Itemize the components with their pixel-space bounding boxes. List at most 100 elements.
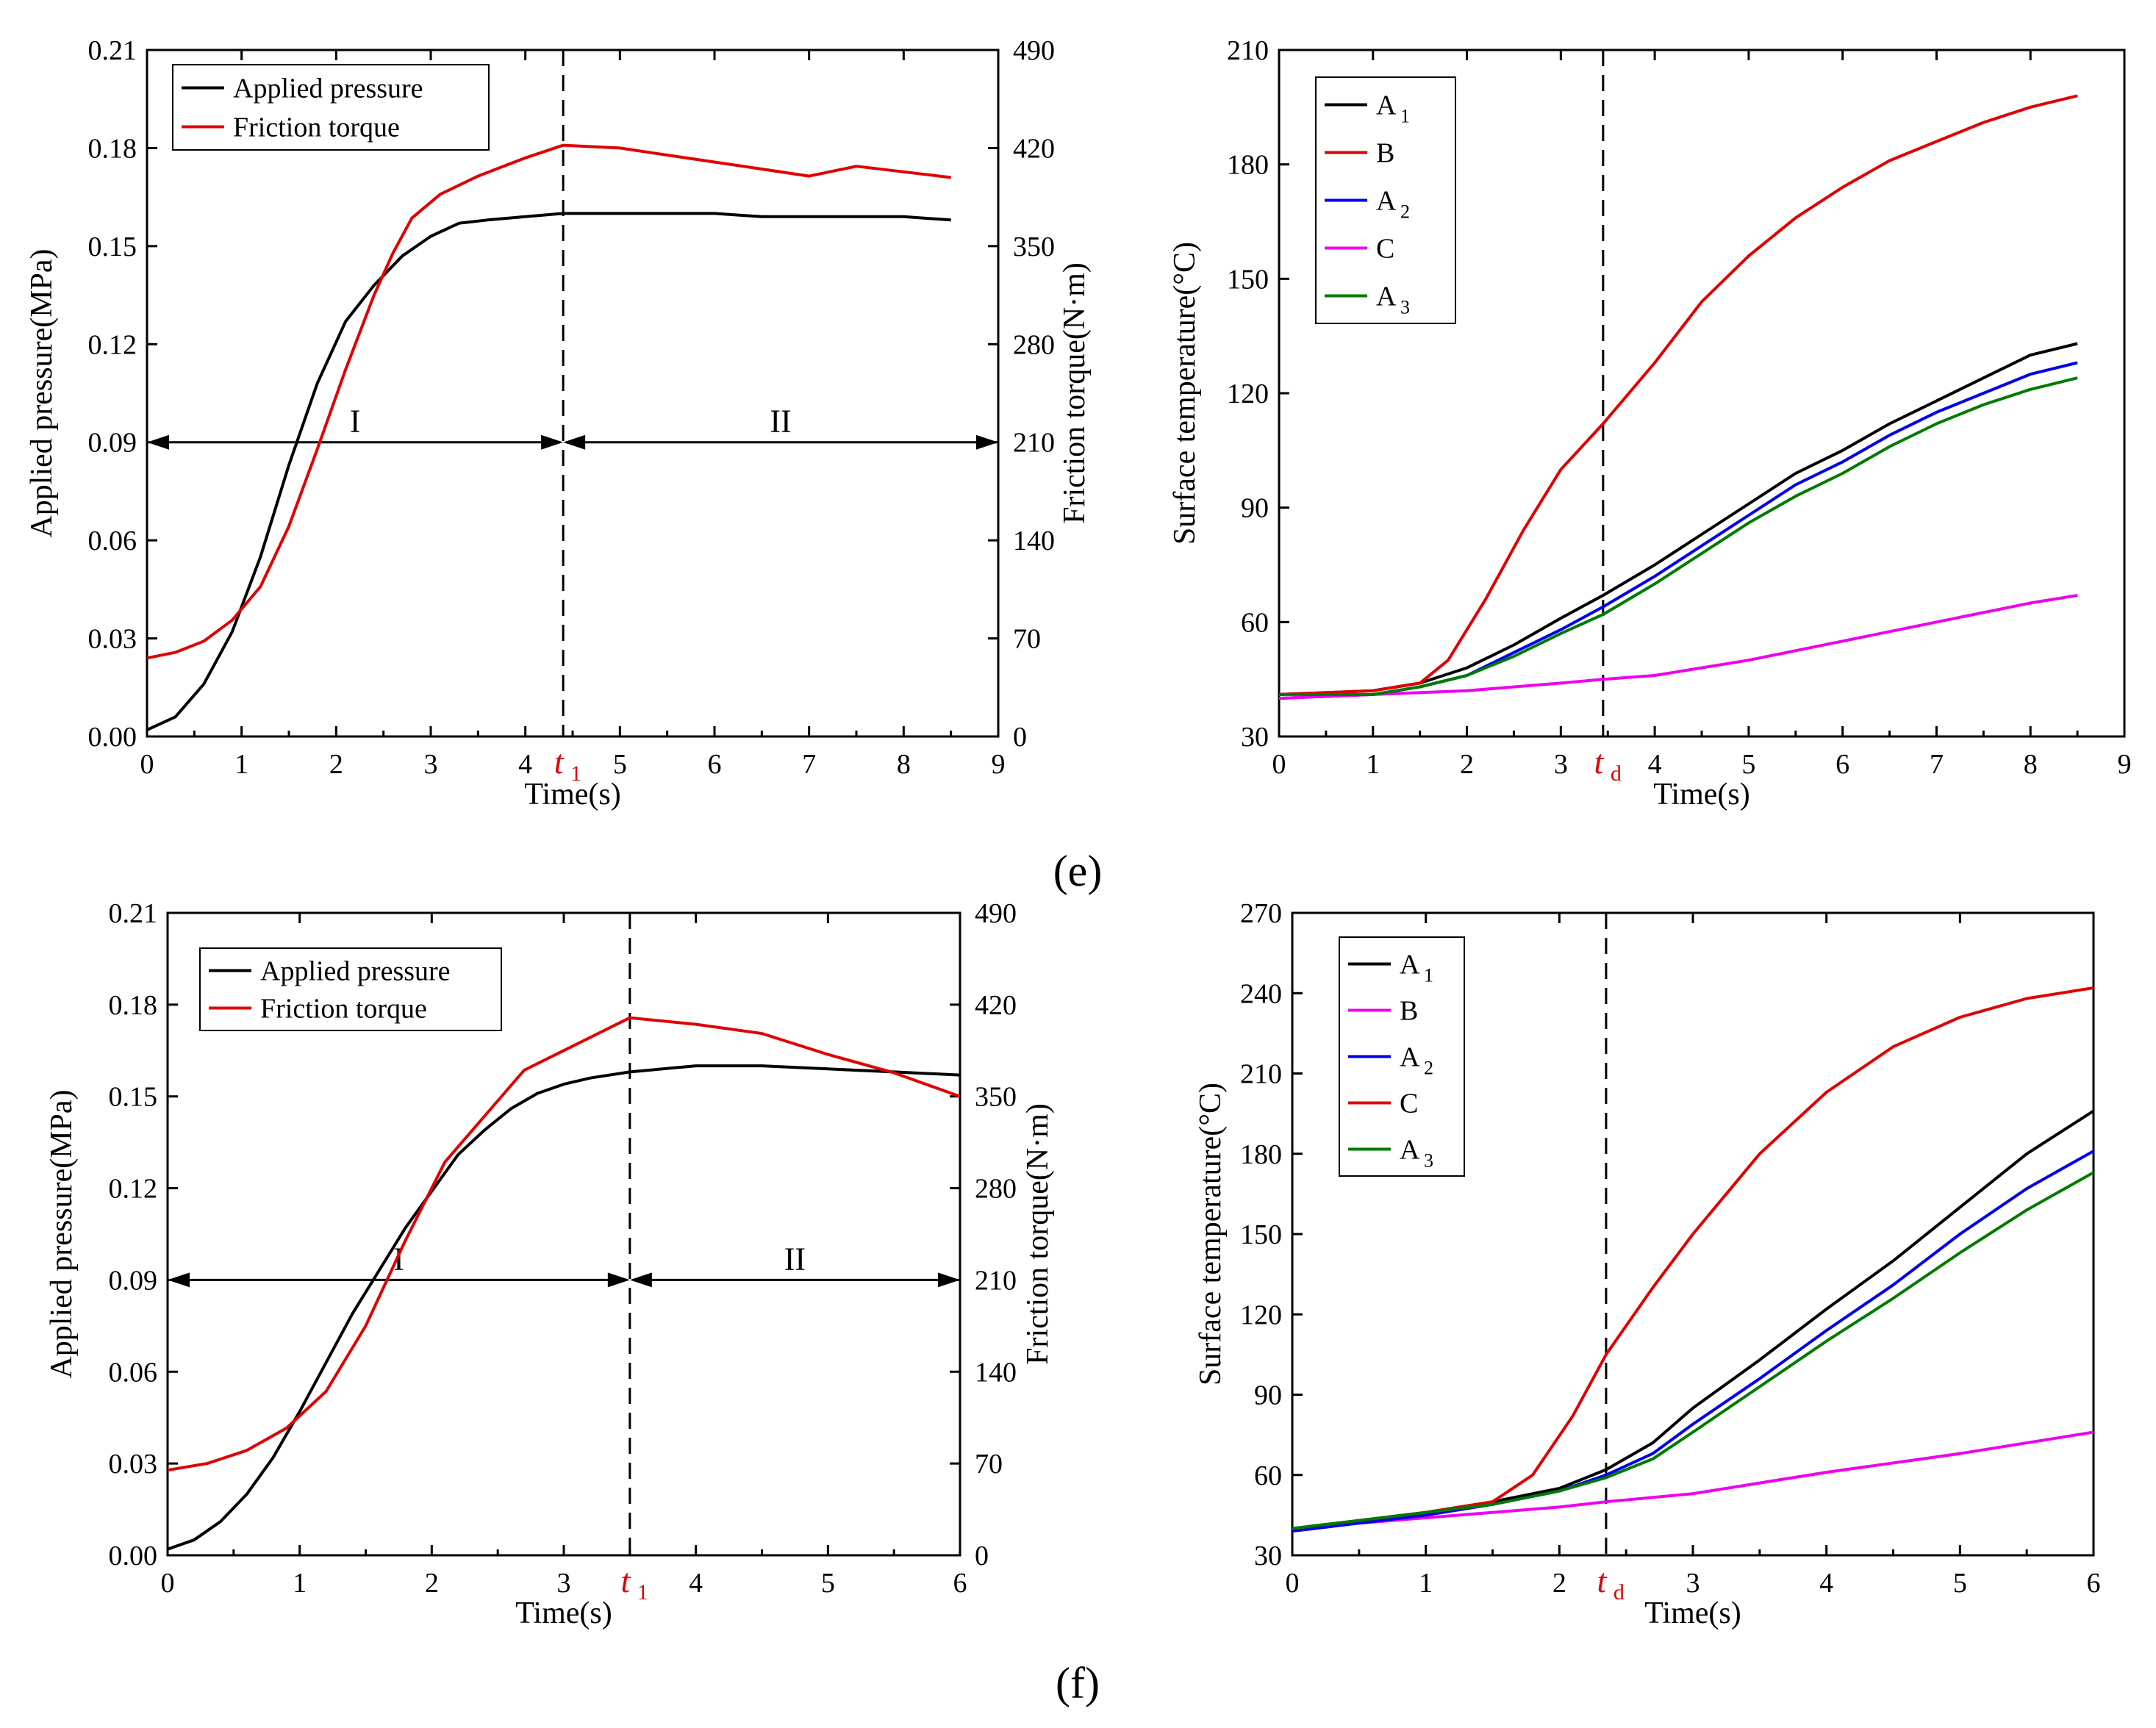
region-label: II <box>770 404 791 440</box>
y2-tick-label: 420 <box>1013 133 1055 164</box>
y-tick-label: 210 <box>1240 1059 1282 1090</box>
legend-label: A <box>1400 1042 1420 1073</box>
x-axis-label: Time(s) <box>1653 778 1749 811</box>
y-axis-label: Applied pressure(MPa) <box>25 248 59 537</box>
y-tick-label: 30 <box>1241 722 1269 753</box>
y2-axis-label: Friction torque(N·m) <box>1058 262 1092 524</box>
chart-f-left: 0 1 2 3 4 5 6 0.00 0.03 0.06 0.09 0.12 0.15 0.18 0.21 0… <box>45 898 1055 1630</box>
x-tick-label: 0 <box>140 749 154 780</box>
y-tick-label: 0.15 <box>88 232 137 262</box>
x-tick-label: 0 <box>1286 1568 1300 1599</box>
y-tick-label: 150 <box>1227 264 1269 295</box>
y2-tick-label: 140 <box>1013 526 1055 556</box>
y-tick-label: 0.09 <box>88 428 137 459</box>
legend-sub: 3 <box>1400 297 1410 318</box>
plot-frame <box>1278 49 2126 738</box>
marker-sub: 1 <box>637 1580 648 1605</box>
y-tick-label: 0.03 <box>88 624 137 655</box>
x-tick-label: 6 <box>1836 749 1849 780</box>
y2-tick-label: 210 <box>975 1265 1017 1296</box>
x-tick-label: 1 <box>234 749 248 780</box>
legend-label: A <box>1376 90 1397 121</box>
y-tick-label: 0.15 <box>109 1082 158 1113</box>
legend-label: Friction torque <box>260 994 427 1025</box>
y2-tick-label: 280 <box>1013 329 1055 360</box>
legend-sub: 2 <box>1400 201 1410 223</box>
region-arrow-head <box>563 434 586 450</box>
plot-frame <box>1291 911 2095 1557</box>
y2-tick-label: 350 <box>1013 232 1055 262</box>
y-tick-label: 90 <box>1254 1380 1282 1411</box>
x-tick-label: 0 <box>161 1568 175 1599</box>
legend-label: Applied pressure <box>260 956 451 987</box>
x-tick-label: 5 <box>1741 749 1755 780</box>
series-line <box>1279 361 2078 700</box>
x-tick-label: 2 <box>425 1568 439 1599</box>
y-tick-label: 0.06 <box>88 526 137 556</box>
marker-sub: d <box>1611 761 1622 786</box>
series-line <box>1292 1430 2094 1530</box>
x-axis-label: Time(s) <box>1644 1596 1741 1630</box>
y-tick-label: 0.21 <box>109 898 158 929</box>
legend-label: C <box>1400 1089 1418 1119</box>
y-tick-label: 0.12 <box>109 1174 158 1205</box>
x-tick-label: 4 <box>1648 749 1662 780</box>
y-tick-label: 180 <box>1227 150 1269 181</box>
plot-frame <box>166 911 961 1557</box>
x-tick-label: 2 <box>329 749 343 780</box>
region-arrow-head <box>938 1272 960 1288</box>
region-arrow-head <box>541 434 564 450</box>
y-tick-label: 270 <box>1240 898 1282 929</box>
x-tick-label: 1 <box>293 1568 307 1599</box>
plot-frame <box>146 49 1000 738</box>
y-tick-label: 150 <box>1240 1219 1282 1250</box>
legend-label: B <box>1376 138 1394 169</box>
y-tick-label: 120 <box>1227 379 1269 409</box>
x-tick-label: 4 <box>1819 1568 1833 1599</box>
series-line <box>1279 594 2078 700</box>
x-tick-label: 3 <box>424 749 438 780</box>
series-group <box>168 1016 960 1551</box>
y-tick-label: 120 <box>1240 1299 1282 1330</box>
series-group <box>1279 94 2078 700</box>
x-axis-label: Time(s) <box>515 1596 612 1630</box>
y2-tick-label: 490 <box>1013 35 1055 66</box>
y-tick-label: 90 <box>1241 493 1269 524</box>
y-tick-label: 0.03 <box>109 1449 158 1480</box>
region-arrow-head <box>607 1272 630 1288</box>
y2-tick-label: 490 <box>975 898 1017 929</box>
series-line <box>1292 1171 2094 1530</box>
x-tick-label: 1 <box>1366 749 1380 780</box>
marker-sub: d <box>1614 1580 1625 1605</box>
legend-box <box>199 947 502 1031</box>
y-axis-label: Surface temperature(°C) <box>1168 242 1202 545</box>
x-tick-label: 6 <box>2087 1568 2101 1599</box>
y-tick-label: 60 <box>1241 607 1269 638</box>
region-label: II <box>784 1241 806 1277</box>
legend-label: A <box>1376 282 1397 312</box>
x-tick-label: 3 <box>557 1568 571 1599</box>
legend-sub: 1 <box>1424 965 1433 986</box>
y-tick-label: 30 <box>1254 1541 1282 1571</box>
x-tick-label: 3 <box>1686 1568 1700 1599</box>
x-tick-label: 2 <box>1460 749 1474 780</box>
x-tick-label: 8 <box>2024 749 2038 780</box>
x-tick-label: 4 <box>518 749 532 780</box>
legend-label: A <box>1400 950 1420 980</box>
y2-tick-label: 0 <box>1013 722 1027 753</box>
region-arrow-head <box>168 1272 190 1288</box>
x-tick-label: 5 <box>821 1568 835 1599</box>
y-tick-label: 210 <box>1227 35 1269 66</box>
series-line <box>1279 94 2078 696</box>
x-tick-label: 7 <box>1930 749 1944 780</box>
y2-tick-label: 280 <box>975 1174 1017 1205</box>
legend-label: Friction torque <box>233 112 400 143</box>
legend-label: C <box>1376 234 1394 265</box>
panel-label-f: (f) <box>1056 1659 1100 1707</box>
series-line <box>147 212 951 731</box>
series-line <box>147 143 951 660</box>
legend-sub: 3 <box>1424 1150 1433 1172</box>
y2-tick-label: 0 <box>975 1541 989 1571</box>
